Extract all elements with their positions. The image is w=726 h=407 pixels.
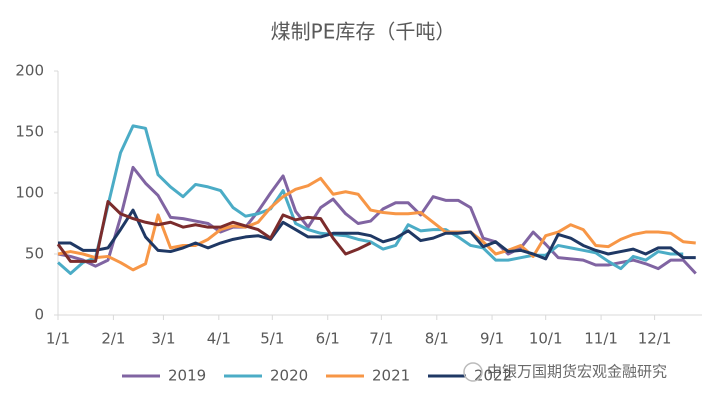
x-tick-label: 6/1: [316, 330, 340, 348]
y-tick-label: 150: [15, 123, 44, 141]
watermark: 中银万国期货宏观金融研究: [487, 363, 667, 381]
x-tick-label: 7/1: [369, 330, 393, 348]
x-tick-label: 9/1: [480, 330, 504, 348]
legend-label: 2022: [474, 367, 512, 385]
x-tick-label: 5/1: [260, 330, 284, 348]
x-tick-label: 2/1: [101, 330, 125, 348]
x-tick-label: 11/1: [584, 330, 618, 348]
x-tick-label: 4/1: [207, 330, 231, 348]
line-series: [57, 165, 697, 275]
line-series: [56, 200, 372, 263]
legend-label: 2019: [168, 367, 206, 385]
y-tick-label: 200: [15, 62, 44, 80]
line-series: [58, 208, 696, 261]
y-tick-label: 0: [34, 306, 44, 324]
x-tick-label: 1/1: [46, 330, 70, 348]
watermark-icon: [463, 362, 483, 382]
legend-label: 2020: [270, 367, 308, 385]
y-tick-label: 100: [15, 184, 44, 202]
y-tick-label: 50: [25, 245, 44, 263]
x-tick-label: 3/1: [151, 330, 175, 348]
line-series: [57, 124, 684, 276]
x-tick-label: 12/1: [638, 330, 672, 348]
x-tick-label: 10/1: [529, 330, 563, 348]
chart-title: 煤制PE库存（千吨）: [271, 20, 456, 44]
x-tick-label: 8/1: [425, 330, 449, 348]
legend-label: 2021: [372, 367, 410, 385]
line-series: [57, 176, 696, 272]
